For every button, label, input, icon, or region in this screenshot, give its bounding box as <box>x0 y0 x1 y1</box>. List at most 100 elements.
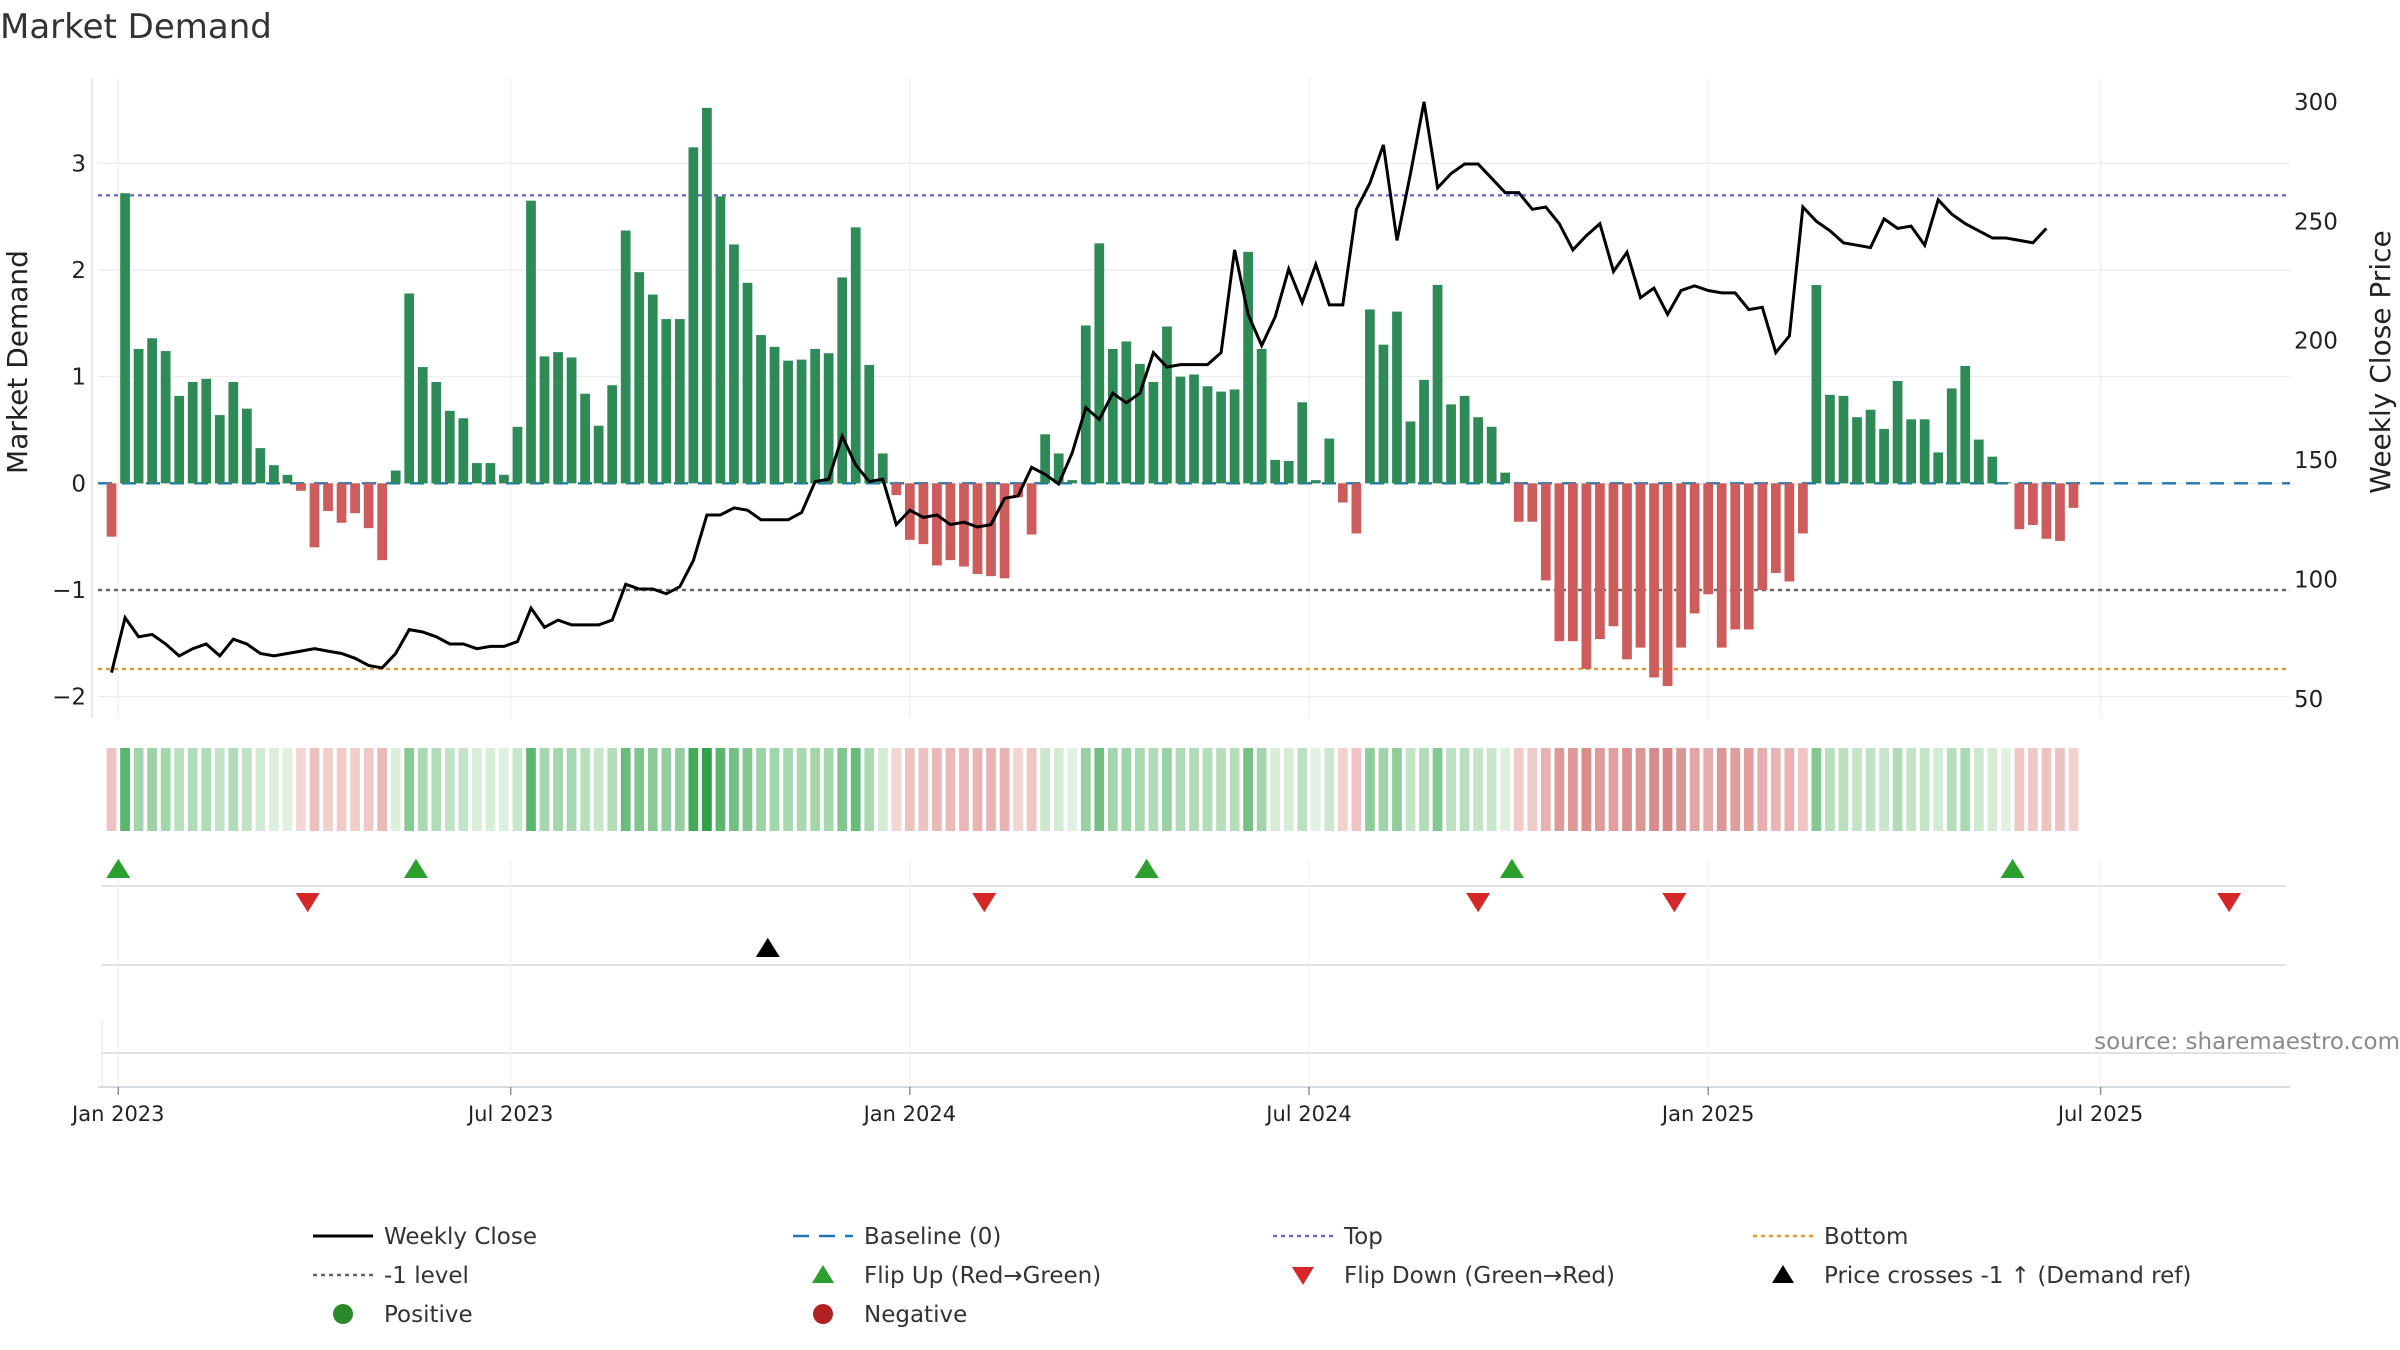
demand-bar <box>336 483 347 523</box>
heat-cell <box>336 748 347 831</box>
legend-label: Top <box>1343 1224 1383 1250</box>
demand-bar <box>823 353 834 484</box>
heat-cell <box>1649 748 1659 831</box>
y-tick-label: 2 <box>71 258 86 284</box>
legend-label: Bottom <box>1824 1224 1908 1250</box>
demand-bar <box>702 107 712 484</box>
demand-bar <box>2000 482 2011 484</box>
heat-cell <box>390 748 401 831</box>
x-axis-ticks: Jan 2023 Jul 2023 Jan 2024 Jul 2024 Jan 2025… <box>70 1086 2290 1126</box>
heat-cell <box>810 748 821 831</box>
demand-bar <box>404 293 415 484</box>
legend-label: Positive <box>384 1302 473 1328</box>
demand-bar <box>932 483 942 566</box>
legend-label: Negative <box>864 1302 967 1328</box>
demand-bar <box>241 408 252 484</box>
heat-cell <box>864 748 875 831</box>
demand-bar <box>1540 483 1551 581</box>
heat-cell <box>1351 748 1362 831</box>
demand-bar <box>2068 483 2079 508</box>
demand-bar <box>674 319 685 484</box>
heat-cell <box>350 748 360 831</box>
demand-bar <box>2014 483 2025 530</box>
heat-cell <box>1540 748 1551 831</box>
demand-bar <box>1297 402 1308 484</box>
y-right-tick-label: 150 <box>2294 448 2338 474</box>
demand-bar <box>1865 409 1876 484</box>
demand-bar <box>1716 483 1727 648</box>
demand-bar <box>1067 480 1078 484</box>
demand-bar <box>810 348 821 484</box>
heat-cell <box>1446 748 1456 831</box>
heat-cell <box>106 748 117 831</box>
heat-cell <box>1310 748 1321 831</box>
heat-cell <box>1107 748 1118 831</box>
demand-bar <box>1500 472 1511 484</box>
demand-bar <box>945 483 956 561</box>
heat-cell <box>837 748 848 831</box>
demand-bar <box>228 382 239 484</box>
demand-bar <box>214 415 225 484</box>
x-tick-label: Jul 2023 <box>466 1102 553 1126</box>
heat-cell <box>323 748 333 831</box>
heat-cell <box>742 748 753 831</box>
demand-bar <box>1892 380 1903 484</box>
heat-cell <box>932 748 942 831</box>
demand-bar <box>499 474 509 484</box>
heat-cell <box>553 748 563 831</box>
heat-cell <box>174 748 185 831</box>
demand-bar <box>458 418 469 484</box>
heat-cell <box>1378 748 1389 831</box>
heat-cell <box>526 748 536 831</box>
demand-bar <box>1811 284 1822 484</box>
demand-bar <box>309 483 320 548</box>
heat-cell <box>702 748 712 831</box>
demand-bar <box>1026 483 1037 535</box>
demand-bar <box>1770 483 1781 573</box>
demand-bar <box>1703 483 1714 595</box>
flip-down-marker <box>2217 893 2242 913</box>
heat-cell <box>1973 748 1984 831</box>
right-y-ticks: 300 250 200 150 100 50 <box>2294 90 2338 713</box>
chart-title: Market Demand <box>0 7 272 47</box>
heat-cell <box>444 748 455 831</box>
demand-bars <box>106 107 2079 686</box>
demand-bar <box>1486 426 1497 484</box>
demand-bar <box>553 352 563 484</box>
demand-bar <box>377 483 388 561</box>
heat-cell <box>1013 748 1023 831</box>
demand-bar <box>1405 421 1416 484</box>
heat-cell <box>647 748 658 831</box>
legend-item: -1 level <box>313 1263 469 1289</box>
heat-cell <box>796 748 807 831</box>
demand-bar <box>296 483 306 491</box>
heat-cell <box>674 748 685 831</box>
demand-bar <box>1040 434 1051 484</box>
demand-bar <box>1283 460 1294 484</box>
demand-bar <box>1946 388 1957 484</box>
heat-cell <box>986 748 996 831</box>
heat-cell <box>1608 748 1619 831</box>
demand-bar <box>1635 483 1646 648</box>
heat-cell <box>566 748 577 831</box>
demand-bar <box>1987 456 1998 484</box>
heat-cell <box>241 748 252 831</box>
demand-bar <box>1135 363 1145 484</box>
demand-bar <box>1175 376 1186 484</box>
flip-up-marker <box>2000 858 2025 878</box>
heat-cell <box>1297 748 1308 831</box>
heat-cell <box>2000 748 2011 831</box>
heat-cell <box>1689 748 1700 831</box>
demand-bar <box>1324 438 1335 484</box>
demand-bar <box>147 338 157 484</box>
heat-cell <box>1811 748 1822 831</box>
demand-bar <box>1825 394 1835 484</box>
heat-cell <box>539 748 550 831</box>
heat-cell <box>1080 748 1091 831</box>
demand-bar <box>1013 483 1023 498</box>
legend-item: Positive <box>333 1302 473 1328</box>
demand-bar <box>1960 366 1971 484</box>
demand-bar <box>1446 404 1456 484</box>
y-tick-label: 0 <box>71 471 86 497</box>
legend-swatch <box>813 1304 833 1324</box>
